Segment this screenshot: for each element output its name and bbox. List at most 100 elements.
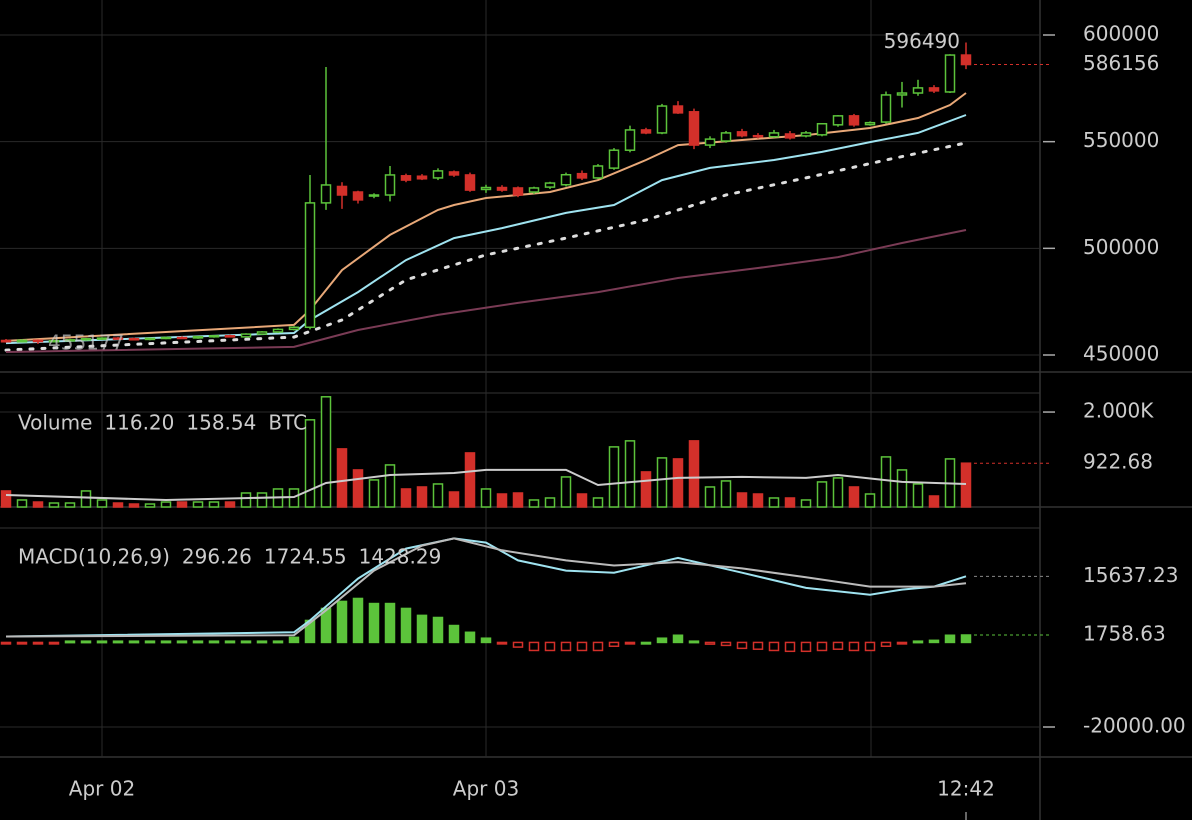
candle-body <box>864 121 876 126</box>
volume-bar <box>240 492 252 508</box>
macd-bar <box>752 641 764 650</box>
macd-bar <box>656 637 668 644</box>
candle-body <box>16 339 28 343</box>
volume-bar <box>160 501 172 508</box>
candle-body <box>944 54 956 93</box>
volume-bar <box>880 456 892 508</box>
macd-bar <box>432 616 444 644</box>
volume-bar <box>416 486 428 508</box>
volume-bar <box>832 477 844 508</box>
volume-bar <box>16 499 28 508</box>
candle-body <box>848 115 860 126</box>
candle-body <box>32 339 44 343</box>
macd-bar <box>32 641 44 645</box>
candle-body <box>688 111 700 146</box>
macd-bar <box>240 640 252 644</box>
candle-body <box>160 336 172 340</box>
candle-body <box>704 138 716 146</box>
candle-body <box>576 172 588 179</box>
candle-body <box>464 174 476 191</box>
legend-item: 1428.29 <box>359 545 442 569</box>
candle-body <box>272 328 284 333</box>
candle-body <box>112 337 124 340</box>
candle-body <box>624 129 636 151</box>
macd-bar <box>256 640 268 644</box>
macd-bar <box>768 641 780 652</box>
candle-body <box>560 173 572 186</box>
volume-bar <box>800 499 812 508</box>
volume-bar <box>384 464 396 508</box>
x-tick-label: Apr 02 <box>69 777 135 801</box>
volume-bar <box>864 493 876 508</box>
macd-bar <box>928 639 940 644</box>
candle-body <box>192 335 204 339</box>
macd-bar <box>640 641 652 645</box>
last-volume-label: 922.68 <box>1083 450 1153 474</box>
macd-bar <box>448 624 460 644</box>
macd-bar <box>176 640 188 644</box>
candle-body <box>144 337 156 341</box>
y-tick-label: 500000 <box>1083 235 1159 259</box>
volume-bar <box>336 448 348 508</box>
volume-bar <box>672 458 684 508</box>
volume-bar <box>320 396 332 508</box>
candle-body <box>400 175 412 181</box>
volume-bar <box>688 440 700 508</box>
macd-bar <box>512 641 524 648</box>
candle-body <box>672 105 684 114</box>
candle-body <box>0 339 12 343</box>
high-label: 596490 <box>884 29 960 53</box>
candle-body <box>224 335 236 338</box>
macd-bar <box>96 640 108 644</box>
candle-body <box>800 132 812 137</box>
macd-bar <box>864 641 876 652</box>
candle-body <box>528 187 540 193</box>
candle-body <box>256 331 268 335</box>
candle-body <box>928 87 940 92</box>
macd-bar <box>784 641 796 653</box>
volume-bar <box>192 501 204 508</box>
candle-body <box>240 333 252 338</box>
macd-bar <box>560 641 572 652</box>
legend-item: 158.54 <box>186 411 256 435</box>
volume-bar <box>48 502 60 508</box>
indicator-line <box>5 114 967 345</box>
macd-bar <box>896 641 908 645</box>
y-tick-label: 600000 <box>1083 21 1159 45</box>
candle-body <box>608 149 620 169</box>
indicator-line <box>5 229 967 353</box>
candle-body <box>320 184 332 204</box>
macd-bar <box>960 634 972 644</box>
cursor-label: 12:42 <box>937 777 995 801</box>
candle-body <box>448 171 460 176</box>
volume-bar <box>64 502 76 508</box>
last-macd-label: 15637.23 <box>1083 563 1178 587</box>
macd-bar <box>736 641 748 650</box>
macd-bar <box>816 641 828 652</box>
y-tick-label: -20000.00 <box>1083 714 1186 738</box>
macd-bar <box>368 602 380 644</box>
macd-bar <box>544 641 556 652</box>
candle-body <box>432 170 444 179</box>
low-label: 455177 <box>48 330 124 354</box>
macd-bar <box>384 602 396 644</box>
candle-body <box>544 182 556 188</box>
legend-item: 296.26 <box>182 545 252 569</box>
candle-body <box>720 132 732 142</box>
macd-bar <box>48 641 60 645</box>
candle-body <box>960 54 972 66</box>
macd-bar <box>352 597 364 644</box>
macd-bar <box>672 634 684 644</box>
candle-body <box>64 339 76 342</box>
volume-bar <box>80 490 92 508</box>
indicator-line <box>5 92 967 342</box>
volume-bar <box>0 490 12 508</box>
volume-bar <box>448 491 460 508</box>
macd-bar <box>480 637 492 644</box>
macd-bar <box>704 641 716 645</box>
legend-item: Volume <box>18 411 92 435</box>
volume-bar <box>848 486 860 508</box>
legend-item: BTC <box>268 411 307 435</box>
